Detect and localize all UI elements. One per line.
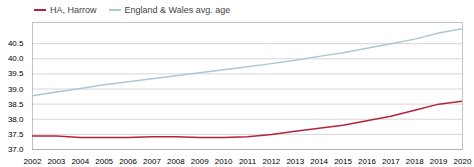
svg-text:39.5: 39.5: [8, 69, 24, 78]
svg-text:2018: 2018: [406, 157, 424, 166]
svg-text:2008: 2008: [167, 157, 185, 166]
svg-text:2013: 2013: [286, 157, 304, 166]
svg-text:2012: 2012: [262, 157, 280, 166]
svg-text:2010: 2010: [215, 157, 233, 166]
svg-text:38.0: 38.0: [8, 115, 24, 124]
html-text:HA, Harrow: HA, Harrow: [50, 4, 97, 15]
svg-text:37.0: 37.0: [8, 145, 24, 154]
svg-text:2016: 2016: [358, 157, 376, 166]
svg-text:2004: 2004: [71, 157, 89, 166]
svg-text:39.0: 39.0: [8, 85, 24, 94]
svg-text:2014: 2014: [310, 157, 328, 166]
svg-text:2020: 2020: [454, 157, 472, 166]
html-text:England & Wales avg. age: England & Wales avg. age: [124, 4, 231, 15]
svg-text:2002: 2002: [24, 157, 42, 166]
svg-text:2007: 2007: [143, 157, 161, 166]
svg-text:37.5: 37.5: [8, 130, 24, 139]
svg-text:2005: 2005: [95, 157, 113, 166]
svg-text:2019: 2019: [430, 157, 448, 166]
svg-text:2003: 2003: [47, 157, 65, 166]
svg-text:38.5: 38.5: [8, 100, 24, 109]
svg-text:2015: 2015: [334, 157, 352, 166]
svg-text:2006: 2006: [119, 157, 137, 166]
svg-text:2009: 2009: [191, 157, 209, 166]
svg-text:2017: 2017: [382, 157, 400, 166]
svg-text:40.5: 40.5: [8, 39, 24, 48]
svg-text:40.0: 40.0: [8, 54, 24, 63]
svg-text:2011: 2011: [239, 157, 257, 166]
